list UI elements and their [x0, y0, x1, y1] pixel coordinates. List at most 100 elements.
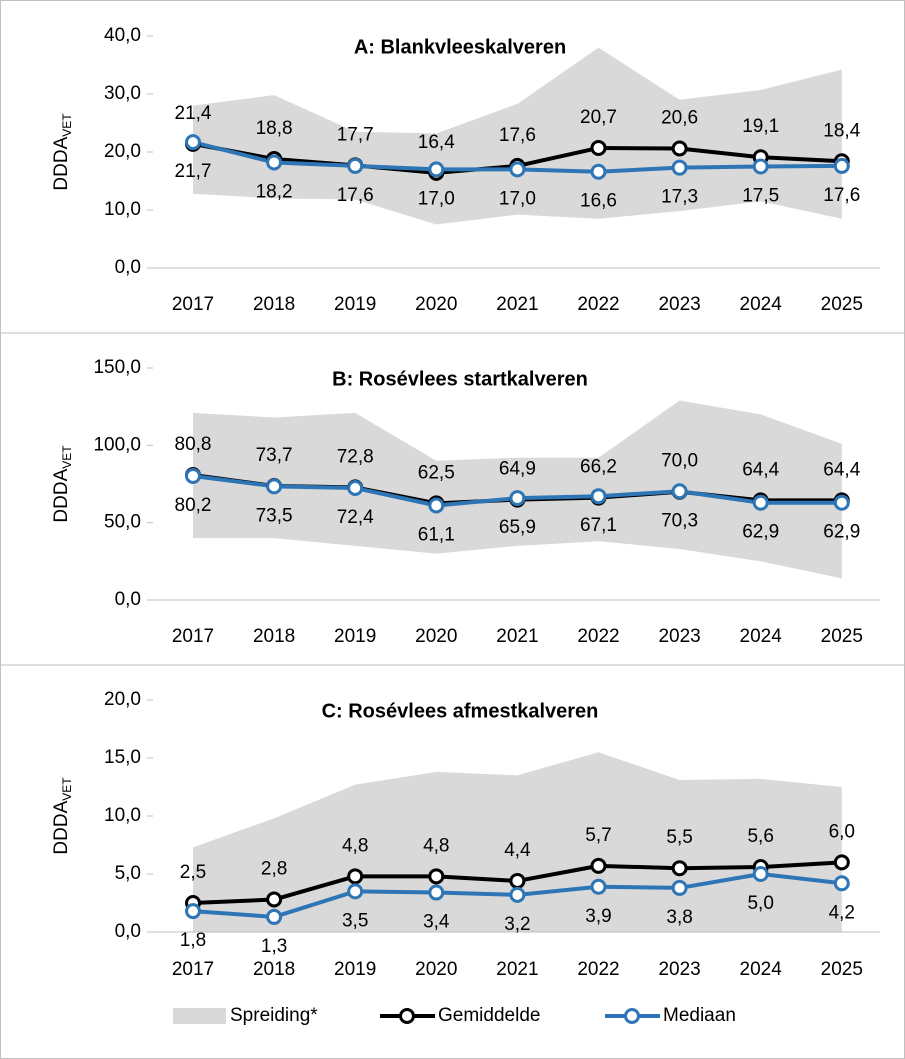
x-tick-label: 2022	[577, 959, 619, 980]
data-label: 3,2	[504, 914, 530, 935]
chart-title: C: Rosévlees afmestkalveren	[322, 700, 599, 722]
x-tick-label: 2025	[821, 294, 863, 315]
point	[671, 879, 688, 896]
x-tick-label: 2023	[658, 294, 700, 315]
y-axis-label: DDDAVET	[51, 445, 74, 523]
data-label: 19,1	[742, 116, 779, 137]
data-label: 4,4	[504, 840, 531, 861]
x-tick-label: 2021	[496, 626, 538, 647]
y-axis-label: DDDAVET	[51, 777, 74, 855]
y-tick-label: 30,0	[104, 83, 141, 104]
data-label: 70,0	[661, 451, 698, 472]
x-tick-label: 2017	[172, 959, 214, 980]
x-tick-label: 2021	[496, 294, 538, 315]
legend-marker	[399, 1008, 415, 1024]
point	[347, 883, 364, 900]
data-label: 62,9	[823, 522, 860, 543]
data-label: 17,5	[742, 186, 779, 207]
legend-label: Spreiding*	[230, 1005, 318, 1026]
data-label: 16,6	[580, 191, 617, 212]
data-label: 18,4	[823, 120, 860, 141]
legend-label: Mediaan	[663, 1005, 736, 1026]
y-tick-label: 20,0	[104, 141, 141, 162]
y-axis-label: DDDAVET	[51, 113, 74, 191]
y-axis-label-sub: VET	[60, 445, 74, 469]
x-tick-label: 2018	[253, 294, 295, 315]
x-tick-label: 2022	[577, 294, 619, 315]
y-tick-label: 50,0	[104, 512, 141, 533]
y-tick-label: 15,0	[104, 747, 141, 768]
data-label: 17,7	[337, 124, 374, 145]
data-label: 80,8	[175, 434, 212, 455]
data-label: 1,3	[261, 936, 287, 957]
x-tick-label: 2017	[172, 294, 214, 315]
y-tick-label: 5,0	[115, 863, 141, 884]
data-label: 65,9	[499, 517, 536, 538]
data-label: 17,6	[823, 185, 860, 206]
point	[509, 161, 526, 178]
point	[428, 868, 445, 885]
y-tick-label: 150,0	[93, 357, 141, 378]
x-tick-label: 2020	[415, 626, 457, 647]
data-label: 5,7	[585, 825, 611, 846]
x-tick-label: 2019	[334, 294, 376, 315]
x-tick-label: 2024	[740, 294, 783, 315]
data-label: 3,4	[423, 912, 450, 933]
y-axis-label-sub: VET	[60, 113, 74, 137]
point	[347, 157, 364, 174]
x-tick-label: 2024	[740, 626, 783, 647]
data-label: 4,2	[829, 902, 855, 923]
point	[428, 884, 445, 901]
x-tick-label: 2020	[415, 959, 457, 980]
data-label: 17,0	[418, 188, 455, 209]
x-tick-label: 2025	[821, 959, 863, 980]
data-label: 3,8	[666, 907, 692, 928]
data-label: 18,8	[256, 118, 293, 139]
data-label: 21,4	[175, 103, 212, 124]
chart-title: B: Rosévlees startkalveren	[332, 368, 588, 390]
legend-label: Gemiddelde	[438, 1005, 540, 1026]
point	[833, 854, 850, 871]
point	[266, 154, 283, 171]
point	[266, 891, 283, 908]
data-label: 62,9	[742, 522, 779, 543]
data-label: 73,7	[256, 445, 293, 466]
point	[509, 872, 526, 889]
point	[590, 857, 607, 874]
legend-marker	[624, 1008, 640, 1024]
point	[185, 903, 201, 920]
x-tick-label: 2025	[821, 626, 863, 647]
data-label: 4,8	[423, 835, 449, 856]
data-label: 72,8	[337, 446, 374, 467]
data-label: 61,1	[418, 525, 455, 546]
data-label: 17,0	[499, 188, 536, 209]
point	[752, 494, 769, 511]
point	[671, 860, 688, 877]
data-label: 73,5	[256, 505, 293, 526]
x-tick-label: 2023	[658, 626, 700, 647]
data-label: 2,5	[180, 862, 206, 883]
data-label: 62,5	[418, 462, 455, 483]
point	[347, 868, 364, 885]
point	[509, 490, 526, 507]
x-tick-label: 2018	[253, 626, 295, 647]
x-tick-label: 2020	[415, 294, 457, 315]
x-tick-label: 2021	[496, 959, 538, 980]
x-tick-label: 2023	[658, 959, 700, 980]
point	[590, 139, 607, 156]
x-tick-label: 2024	[740, 959, 783, 980]
y-tick-label: 40,0	[104, 25, 141, 46]
y-tick-label: 0,0	[115, 257, 141, 278]
data-label: 80,2	[175, 495, 212, 516]
y-tick-label: 10,0	[104, 199, 141, 220]
data-label: 21,7	[175, 161, 212, 182]
y-tick-label: 10,0	[104, 805, 141, 826]
x-tick-label: 2018	[253, 959, 295, 980]
data-label: 70,3	[661, 510, 698, 531]
point	[185, 134, 201, 151]
point	[428, 161, 445, 178]
data-label: 17,6	[337, 185, 374, 206]
data-label: 66,2	[580, 457, 617, 478]
data-label: 64,9	[499, 459, 536, 480]
